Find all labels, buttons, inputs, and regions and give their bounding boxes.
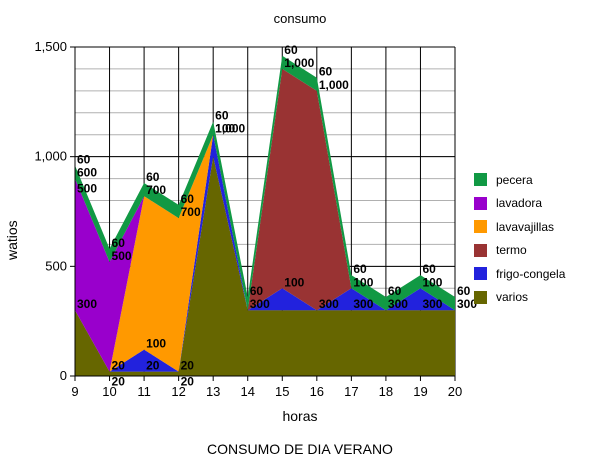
data-label: 60 xyxy=(215,109,229,123)
data-label: 300 xyxy=(319,297,339,311)
data-label: 60 xyxy=(457,284,471,298)
chart-caption: CONSUMO DE DIA VERANO xyxy=(207,441,393,457)
area-lavavajillas xyxy=(75,68,455,372)
axes: 0 500 1,000 1,500 9 10 11 12 13 14 15 16 17 18 19 20 xyxy=(34,39,462,399)
legend-label: varios xyxy=(496,290,529,305)
data-label: 60 xyxy=(112,236,126,250)
legend-item-pecera: pecera xyxy=(474,168,565,192)
legend-item-termo: termo xyxy=(474,239,565,263)
x-tick-label: 13 xyxy=(206,384,220,399)
data-label: 100 xyxy=(422,275,442,289)
data-label: 60 xyxy=(181,192,195,206)
chart-title: consumo xyxy=(273,11,327,26)
legend-item-frigo-congela: frigo-congela xyxy=(474,262,565,286)
y-tick-label: 1,000 xyxy=(34,149,67,164)
legend-swatch xyxy=(474,196,487,210)
data-label: 60 xyxy=(422,262,436,276)
y-axis-label: watios xyxy=(4,220,20,260)
area-series xyxy=(75,55,455,376)
x-tick-label: 9 xyxy=(71,384,78,399)
legend-swatch xyxy=(474,220,487,234)
area-lavadora xyxy=(75,68,455,372)
data-label: 700 xyxy=(181,205,201,219)
data-label: 60 xyxy=(146,170,160,184)
data-label: 100 xyxy=(353,275,373,289)
data-label: 1,000 xyxy=(319,78,349,92)
data-label: 100 xyxy=(146,337,166,351)
x-tick-label: 15 xyxy=(275,384,289,399)
legend-label: pecera xyxy=(496,172,533,187)
legend-label: termo xyxy=(496,243,527,258)
legend-swatch xyxy=(474,267,487,281)
area-termo xyxy=(75,68,455,372)
data-label: 60 xyxy=(353,262,367,276)
area-varios xyxy=(75,156,455,376)
data-label: 1,000 xyxy=(284,56,314,70)
legend-item-lavavajillas: lavavajillas xyxy=(474,215,565,239)
data-label: 20 xyxy=(181,359,195,373)
data-label: 300 xyxy=(77,297,97,311)
data-labels: 3006005006020205006020100700602020700601… xyxy=(77,43,477,389)
data-label: 60 xyxy=(77,152,91,166)
x-tick-label: 20 xyxy=(448,384,462,399)
x-tick-label: 16 xyxy=(310,384,324,399)
legend-swatch xyxy=(474,290,487,304)
data-label: 300 xyxy=(457,297,477,311)
data-label: 500 xyxy=(77,182,97,196)
data-label: 300 xyxy=(422,297,442,311)
y-tick-label: 0 xyxy=(60,368,67,383)
data-label: 1,000 xyxy=(215,122,245,136)
y-tick-label: 500 xyxy=(45,258,67,273)
data-label: 60 xyxy=(319,65,333,79)
x-tick-label: 12 xyxy=(171,384,185,399)
data-label: 300 xyxy=(388,297,408,311)
area-pecera xyxy=(75,55,455,311)
data-label: 60 xyxy=(284,43,298,57)
legend-swatch xyxy=(474,173,487,187)
x-tick-label: 18 xyxy=(379,384,393,399)
y-tick-label: 1,500 xyxy=(34,39,67,54)
data-label: 20 xyxy=(112,359,126,373)
legend: pecera lavadora lavavajillas termo frigo… xyxy=(474,168,565,309)
data-label: 300 xyxy=(353,297,373,311)
legend-item-lavadora: lavadora xyxy=(474,192,565,216)
data-label: 100 xyxy=(284,275,304,289)
data-label: 700 xyxy=(146,183,166,197)
data-label: 500 xyxy=(112,249,132,263)
legend-label: lavavajillas xyxy=(496,219,555,234)
x-tick-label: 11 xyxy=(137,384,151,399)
data-label: 20 xyxy=(146,359,160,373)
x-tick-label: 19 xyxy=(413,384,427,399)
legend-label: frigo-congela xyxy=(496,266,566,281)
data-label: 20 xyxy=(181,375,195,389)
data-label: 20 xyxy=(112,375,126,389)
x-tick-label: 14 xyxy=(240,384,254,399)
legend-swatch xyxy=(474,243,487,257)
data-label: 60 xyxy=(250,284,264,298)
data-label: 600 xyxy=(77,166,97,180)
data-label: 300 xyxy=(250,297,270,311)
legend-item-varios: varios xyxy=(474,286,565,310)
data-label: 100 xyxy=(215,122,235,136)
data-label: 60 xyxy=(388,284,402,298)
x-axis-label: horas xyxy=(282,408,318,424)
x-tick-label: 10 xyxy=(102,384,116,399)
x-tick-label: 17 xyxy=(344,384,358,399)
legend-label: lavadora xyxy=(496,196,543,211)
